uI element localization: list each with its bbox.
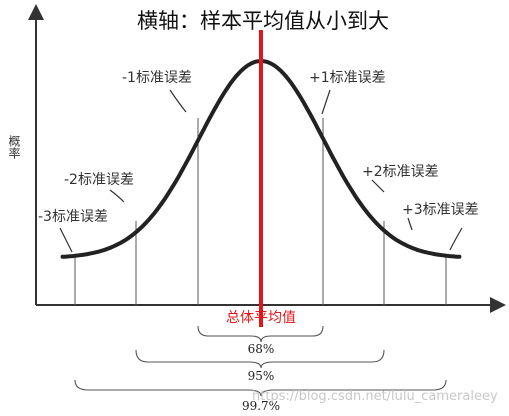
label-m2: -2标准误差 (64, 172, 134, 188)
label-m1: -1标准误差 (122, 70, 192, 86)
coverage-labels: 68% 95% 99.7% (242, 342, 280, 413)
sigma-lines (74, 118, 447, 305)
label-m3: -3标准误差 (38, 209, 108, 225)
y-axis-label: 概率 (7, 135, 21, 159)
label-p2: +2标准误差 (362, 164, 439, 180)
brace-95 (135, 349, 385, 369)
pointer-tail-right (449, 227, 463, 251)
label-pointers (59, 89, 463, 253)
coverage-braces (74, 325, 447, 397)
pointer-p1 (321, 89, 331, 115)
pointer-m2 (109, 189, 125, 203)
pointer-m3 (59, 227, 73, 253)
brace-68 (197, 325, 324, 343)
watermark: https://blog.csdn.net/lulu_cameraleey (252, 389, 498, 404)
coverage-label-68: 68% (248, 342, 275, 356)
sigma-labels: -1标准误差 +1标准误差 -2标准误差 +2标准误差 -3标准误差 +3标准误… (38, 70, 479, 225)
coverage-label-95: 95% (248, 369, 275, 383)
label-p3: +3标准误差 (402, 202, 479, 218)
pointer-p2 (371, 179, 385, 193)
label-p1: +1标准误差 (309, 70, 386, 86)
pointer-m1 (169, 89, 187, 113)
brace-997 (74, 379, 447, 397)
x-axis-title: 横轴：样本平均值从小到大 (137, 9, 389, 33)
pointer-p3 (407, 217, 413, 231)
coverage-label-997: 99.7% (242, 399, 280, 413)
population-mean-label: 总体平均值 (226, 310, 296, 326)
